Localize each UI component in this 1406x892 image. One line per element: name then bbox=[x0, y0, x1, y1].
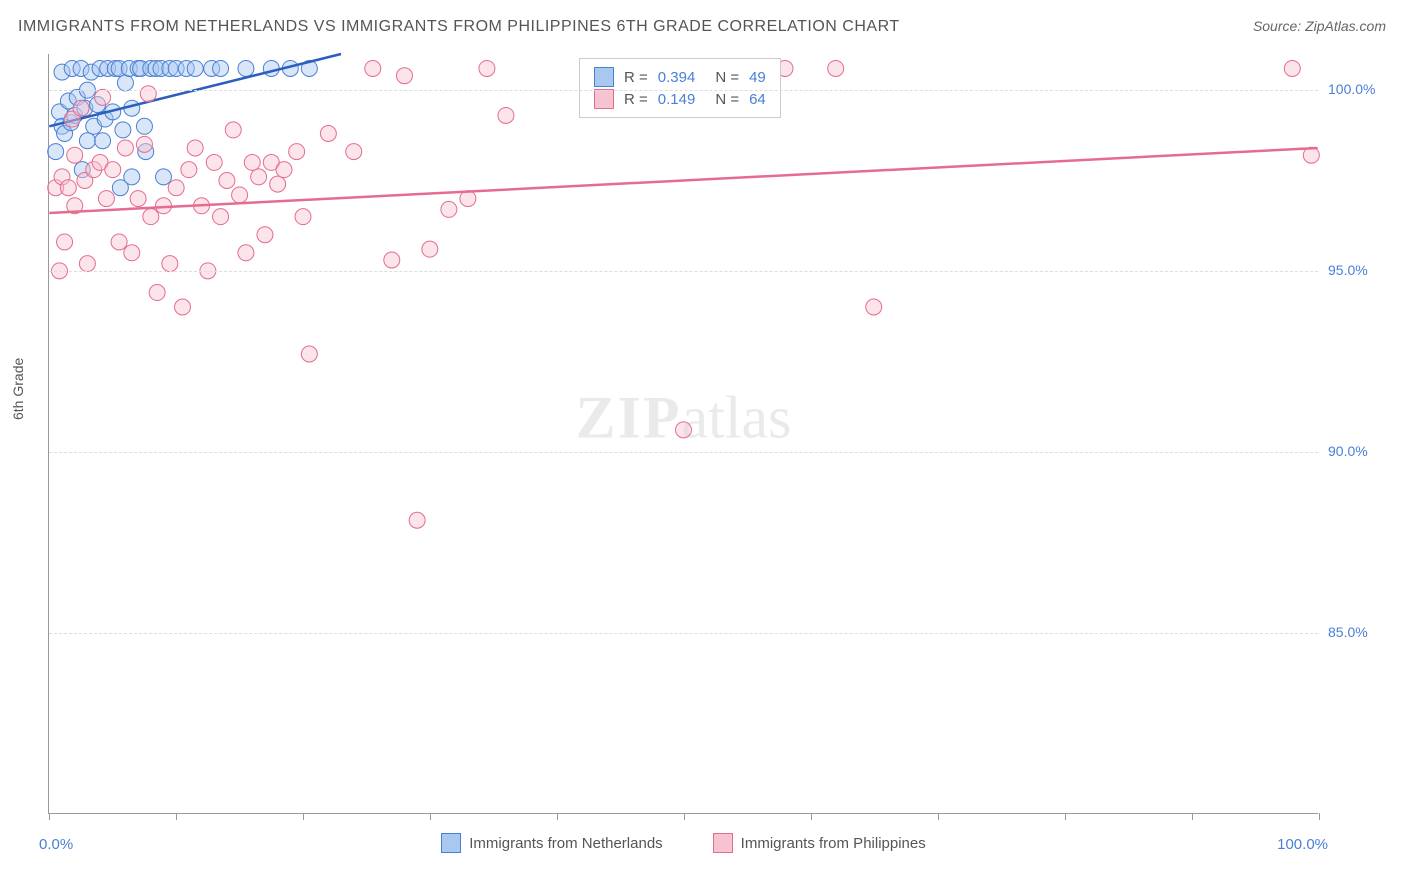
legend-row-netherlands: R = 0.394 N = 49 bbox=[594, 67, 766, 87]
legend-label-philippines: Immigrants from Philippines bbox=[741, 835, 926, 852]
x-tick bbox=[557, 813, 558, 820]
r-label: R = bbox=[624, 91, 648, 108]
chart-title: IMMIGRANTS FROM NETHERLANDS VS IMMIGRANT… bbox=[18, 18, 900, 36]
r-value-philippines: 0.149 bbox=[658, 91, 696, 108]
legend-label-netherlands: Immigrants from Netherlands bbox=[469, 835, 662, 852]
n-label: N = bbox=[715, 91, 739, 108]
legend-swatch-icon bbox=[441, 833, 461, 853]
n-label: N = bbox=[715, 69, 739, 86]
correlation-legend: R = 0.394 N = 49 R = 0.149 N = 64 bbox=[579, 58, 781, 118]
y-tick-label: 100.0% bbox=[1328, 81, 1388, 97]
r-value-netherlands: 0.394 bbox=[658, 69, 696, 86]
legend-row-philippines: R = 0.149 N = 64 bbox=[594, 89, 766, 109]
gridline bbox=[49, 452, 1318, 453]
x-tick bbox=[49, 813, 50, 820]
legend-item-philippines: Immigrants from Philippines bbox=[713, 833, 926, 853]
r-label: R = bbox=[624, 69, 648, 86]
legend-swatch-icon bbox=[713, 833, 733, 853]
x-tick bbox=[303, 813, 304, 820]
x-tick bbox=[176, 813, 177, 820]
source-attribution: Source: ZipAtlas.com bbox=[1253, 18, 1386, 34]
series-legend: Immigrants from Netherlands Immigrants f… bbox=[49, 833, 1318, 853]
x-tick bbox=[811, 813, 812, 820]
n-value-philippines: 64 bbox=[749, 91, 766, 108]
x-tick bbox=[1065, 813, 1066, 820]
x-tick bbox=[1319, 813, 1320, 820]
gridline bbox=[49, 90, 1318, 91]
legend-item-netherlands: Immigrants from Netherlands bbox=[441, 833, 662, 853]
x-tick bbox=[684, 813, 685, 820]
legend-swatch-netherlands bbox=[594, 67, 614, 87]
y-axis-label: 6th Grade bbox=[10, 358, 26, 420]
chart-plot-area: ZIPatlas R = 0.394 N = 49 R = 0.149 N = … bbox=[48, 54, 1318, 814]
n-value-netherlands: 49 bbox=[749, 69, 766, 86]
x-tick bbox=[1192, 813, 1193, 820]
gridline bbox=[49, 633, 1318, 634]
y-tick-label: 95.0% bbox=[1328, 262, 1388, 278]
legend-swatch-philippines bbox=[594, 89, 614, 109]
x-tick bbox=[938, 813, 939, 820]
scatter-plot-svg bbox=[49, 54, 1318, 813]
gridline bbox=[49, 271, 1318, 272]
y-tick-label: 90.0% bbox=[1328, 443, 1388, 459]
y-tick-label: 85.0% bbox=[1328, 624, 1388, 640]
x-tick bbox=[430, 813, 431, 820]
